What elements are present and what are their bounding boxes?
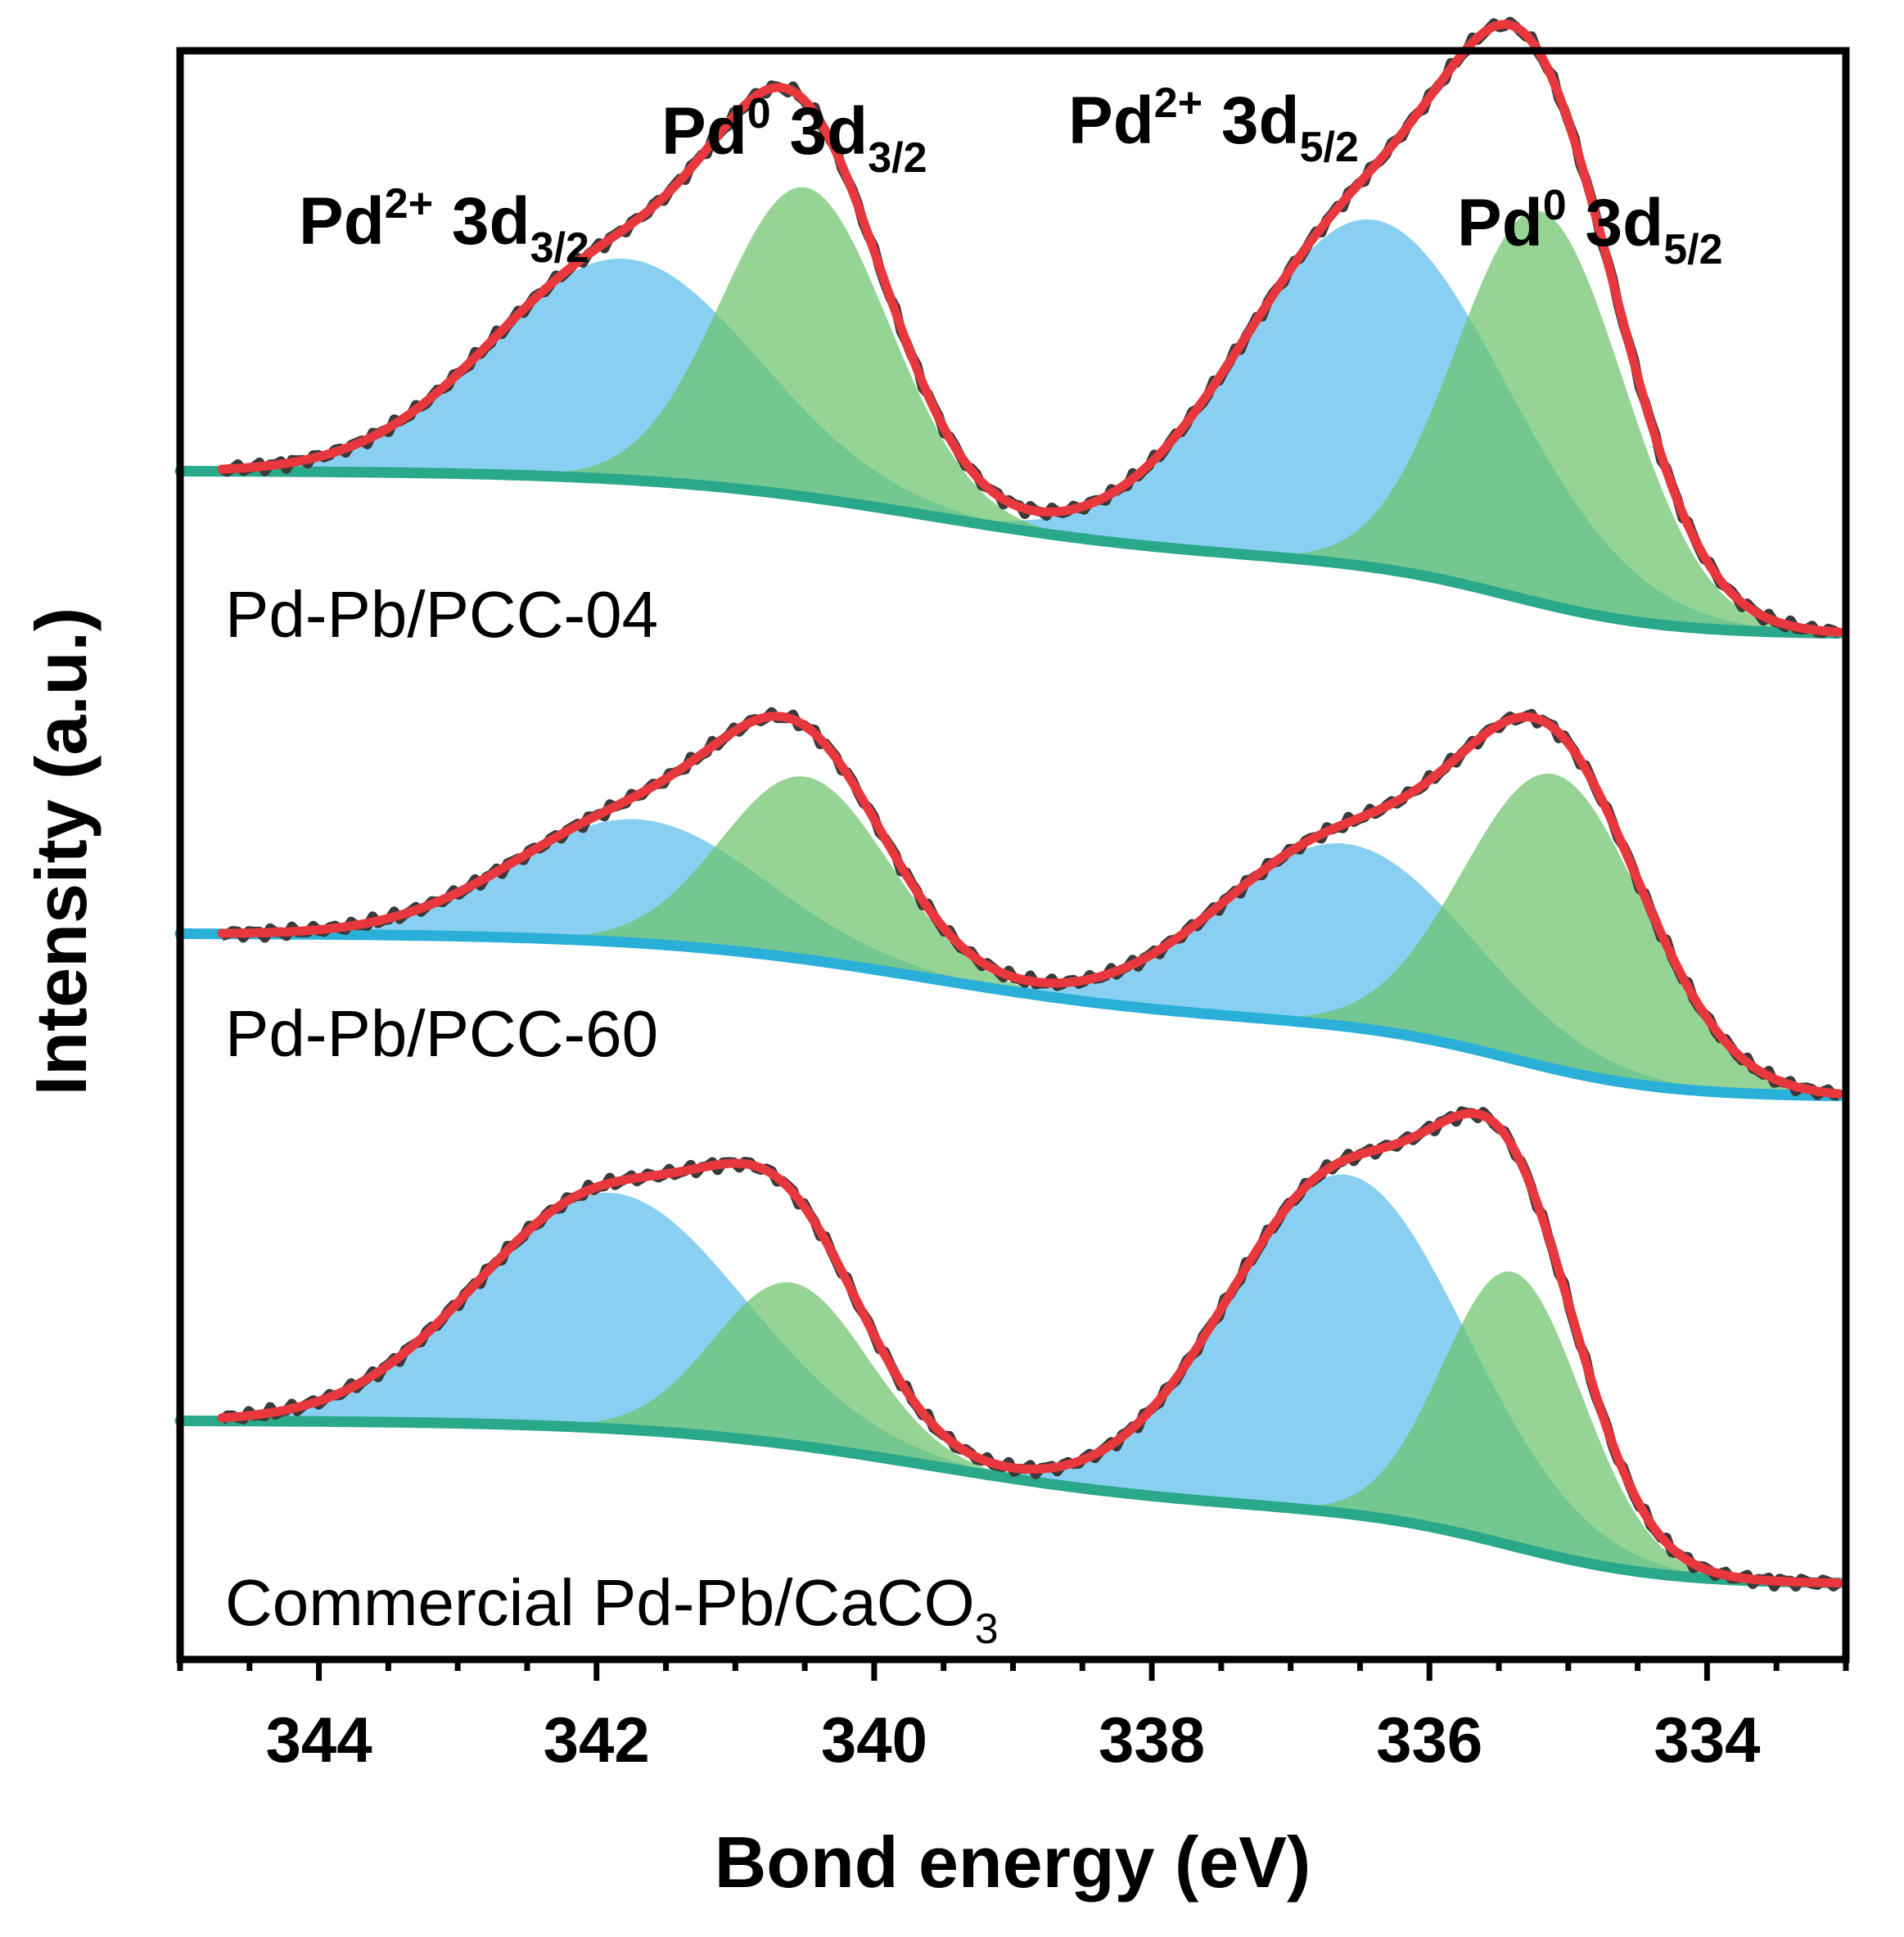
peak-label-pd2_52: Pd2+ 3d5/2	[1068, 79, 1359, 171]
peak-fill-Pd2plus-3d3-2	[221, 819, 1839, 1096]
x-axis-title: Bond energy (eV)	[715, 1822, 1311, 1903]
peak-fill-Pd2plus-3d3-2	[221, 1192, 1839, 1583]
peak-label-pd0_32: Pd0 3d3/2	[661, 90, 927, 182]
peak-fills-layer	[221, 187, 1839, 1583]
peak-label-pd2_32: Pd2+ 3d3/2	[299, 180, 589, 272]
background-line	[174, 466, 1844, 639]
x-ticks-layer: 344 342 340 338 336 334	[177, 1659, 1849, 1776]
fit-envelope-line	[217, 711, 1843, 1099]
x-tick-label: 338	[1099, 1704, 1205, 1776]
peak-fill-Pd0-3d5-2	[221, 210, 1839, 634]
x-tick-label: 336	[1376, 1704, 1482, 1776]
x-tick-label: 344	[266, 1704, 372, 1776]
peak-fill-Pd0-3d5-2	[221, 1271, 1839, 1583]
fit-envelope-line	[217, 1108, 1843, 1587]
peak-label-pd0_52: Pd0 3d5/2	[1457, 182, 1723, 273]
peak-fill-Pd2plus-3d3-2	[221, 258, 1839, 634]
background-line	[174, 1416, 1844, 1589]
x-tick-label: 342	[544, 1704, 650, 1776]
fit-envelope-line	[217, 20, 1843, 637]
sample-label: Pd-Pb/PCC-04	[225, 578, 658, 651]
y-axis-title: Intensity (a.u.)	[20, 607, 102, 1096]
peak-fill-Pd0-3d5-2	[221, 773, 1839, 1096]
background-line	[174, 928, 1844, 1102]
x-tick-label: 340	[821, 1704, 927, 1776]
labels-layer: Pd-Pb/PCC-04 Pd-Pb/PCC-60 Commercial Pd-Pb…	[225, 79, 1723, 1653]
x-tick-label: 334	[1654, 1704, 1760, 1776]
spectrum-lines-layer	[174, 16, 1844, 1592]
sample-label: Commercial Pd-Pb/CaCO3	[225, 1566, 999, 1653]
sample-label: Pd-Pb/PCC-60	[225, 997, 658, 1070]
